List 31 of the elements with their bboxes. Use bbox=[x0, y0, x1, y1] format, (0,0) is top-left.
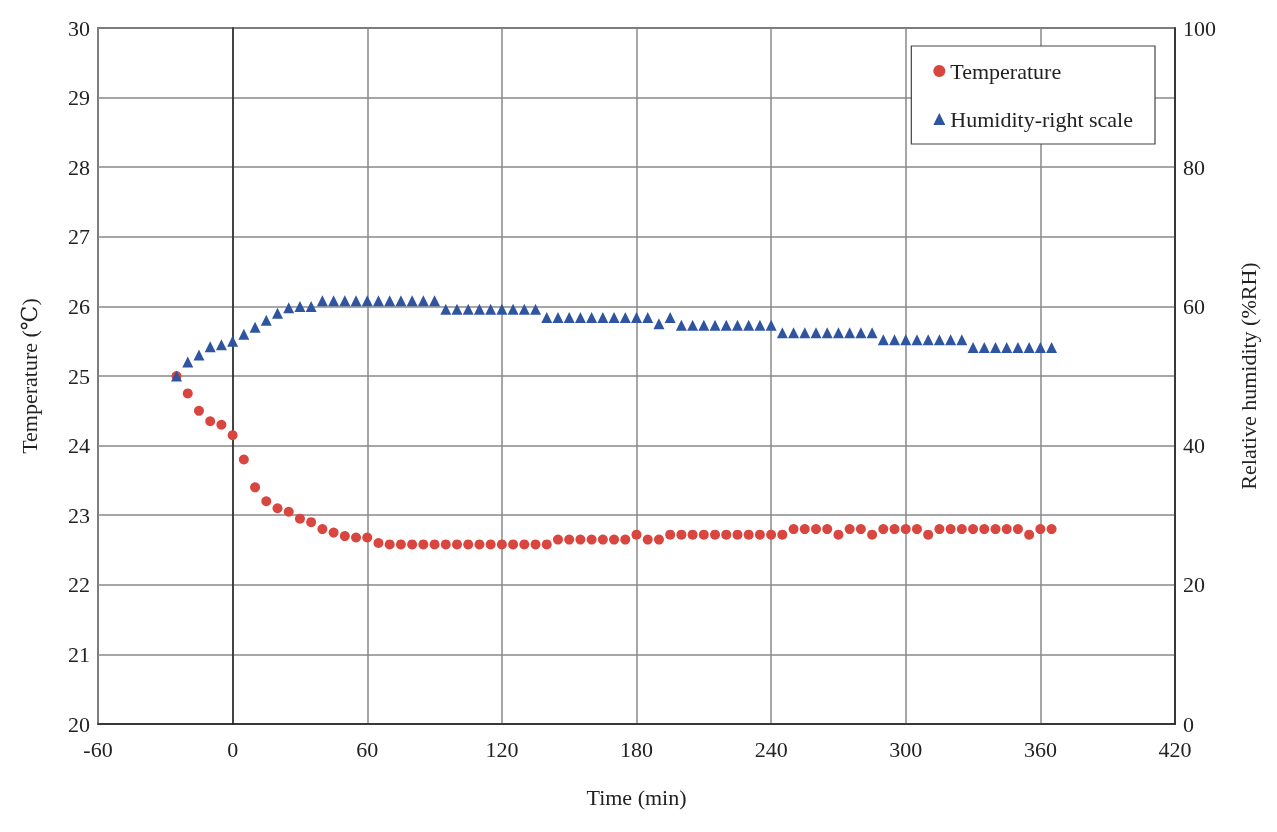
x-tick-label: 420 bbox=[1158, 736, 1192, 762]
x-tick-label: 0 bbox=[227, 736, 239, 762]
y-tick-label: 23 bbox=[68, 502, 90, 528]
y-tick-label: 24 bbox=[68, 433, 90, 459]
x-tick-label: 240 bbox=[754, 736, 788, 762]
y2-tick-label: 80 bbox=[1183, 154, 1205, 180]
y-tick-label: 20 bbox=[68, 711, 90, 737]
y-tick-label: 22 bbox=[68, 572, 90, 598]
y-tick-label: 29 bbox=[68, 85, 90, 111]
y2-tick-label: 0 bbox=[1183, 711, 1194, 737]
y2-tick-label: 20 bbox=[1183, 572, 1205, 598]
y2-axis-title: Relative humidity (%RH) bbox=[1235, 262, 1261, 490]
y-tick-label: 27 bbox=[68, 224, 90, 250]
y-axis-title: Temperature (℃) bbox=[16, 298, 42, 454]
x-axis-title: Time (min) bbox=[586, 784, 687, 810]
y-tick-label: 26 bbox=[68, 293, 90, 319]
y2-tick-label: 60 bbox=[1183, 293, 1205, 319]
y-tick-label: 30 bbox=[68, 15, 90, 41]
x-tick-label: 180 bbox=[620, 736, 653, 762]
y-tick-label: 21 bbox=[68, 641, 90, 667]
x-tick-label: 300 bbox=[889, 736, 923, 762]
y2-tick-label: 40 bbox=[1183, 433, 1205, 459]
legend-label: Temperature bbox=[950, 58, 1062, 84]
y-tick-label: 25 bbox=[68, 363, 90, 389]
x-tick-label: 360 bbox=[1023, 736, 1057, 762]
legend-label: Humidity-right scale bbox=[950, 106, 1134, 132]
x-tick-label: -60 bbox=[83, 736, 113, 762]
y2-tick-label: 100 bbox=[1183, 15, 1216, 41]
y-tick-label: 28 bbox=[68, 154, 90, 180]
x-tick-label: 120 bbox=[485, 736, 519, 762]
x-tick-label: 60 bbox=[356, 736, 379, 762]
